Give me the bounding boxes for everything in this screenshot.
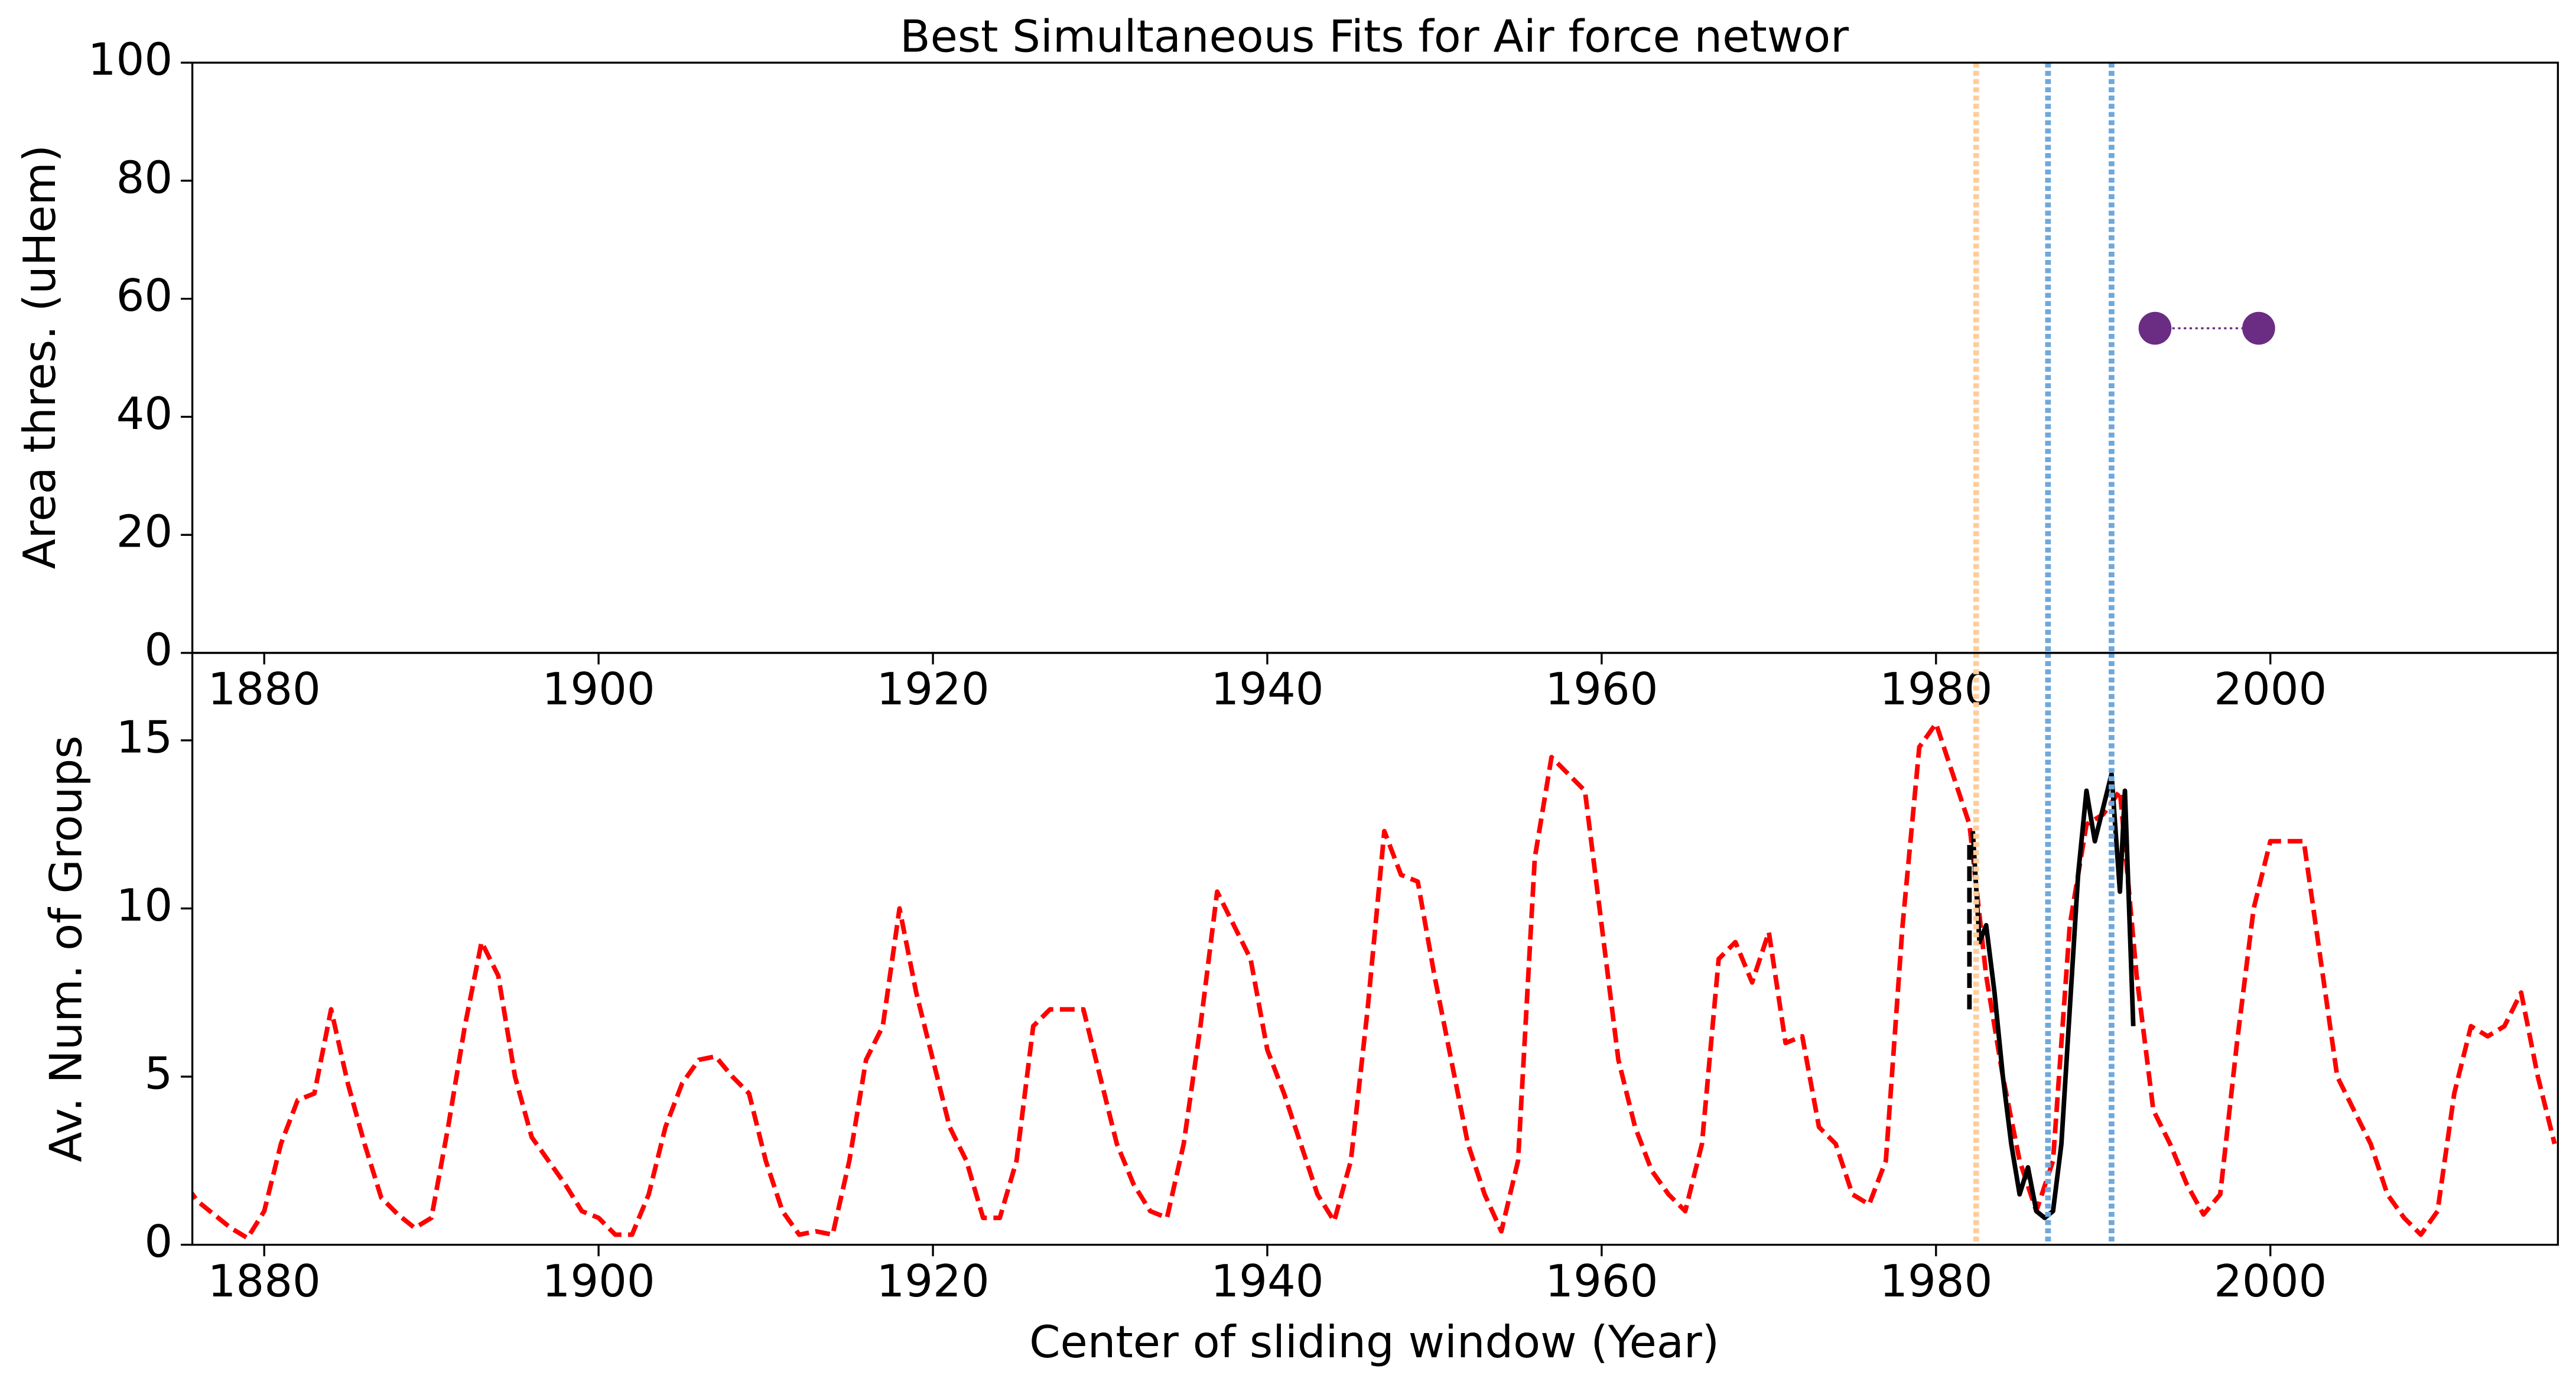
y-tick-label: 100 bbox=[88, 34, 173, 86]
y-tick-label: 15 bbox=[116, 711, 173, 763]
x-tick-label: 1960 bbox=[1545, 1255, 1658, 1307]
y-tick-label: 40 bbox=[116, 388, 173, 440]
x-tick-label: 1900 bbox=[542, 1255, 655, 1307]
chart-title: Best Simultaneous Fits for Air force net… bbox=[900, 11, 1849, 63]
x-tick-label: 1980 bbox=[1879, 1255, 1992, 1307]
y-tick-label: 0 bbox=[144, 1215, 173, 1267]
line bbox=[192, 721, 2557, 1241]
y-tick-label: 0 bbox=[144, 623, 173, 675]
x-tick-label: 1940 bbox=[1211, 663, 1323, 715]
x-tick-label: 1880 bbox=[208, 663, 321, 715]
y-tick-label: 10 bbox=[116, 879, 173, 931]
y-tick-label: 60 bbox=[116, 269, 173, 321]
point bbox=[2138, 311, 2172, 345]
x-tick-label: 2000 bbox=[2214, 663, 2327, 715]
x-axis-label: Center of sliding window (Year) bbox=[1029, 1316, 1719, 1368]
point bbox=[2242, 311, 2275, 345]
plot-area bbox=[1973, 63, 2275, 653]
y-tick-label: 5 bbox=[144, 1048, 173, 1100]
plot-area bbox=[192, 652, 2557, 1245]
x-tick-label: 1920 bbox=[876, 1255, 989, 1307]
x-tick-label: 1940 bbox=[1211, 1255, 1323, 1307]
x-tick-label: 1900 bbox=[542, 663, 655, 715]
x-tick-label: 1920 bbox=[876, 663, 989, 715]
x-tick-label: 1960 bbox=[1545, 663, 1658, 715]
y-tick-label: 80 bbox=[116, 151, 173, 203]
x-tick-label: 2000 bbox=[2214, 1255, 2327, 1307]
x-tick-label: 1880 bbox=[208, 1255, 321, 1307]
axes-frame bbox=[191, 652, 2559, 1246]
y-tick-label: 20 bbox=[116, 506, 173, 558]
y-axis-label: Area thres. (uHem) bbox=[14, 145, 66, 569]
axes-frame bbox=[191, 61, 2559, 654]
y-axis-label: Av. Num. of Groups bbox=[40, 736, 92, 1162]
